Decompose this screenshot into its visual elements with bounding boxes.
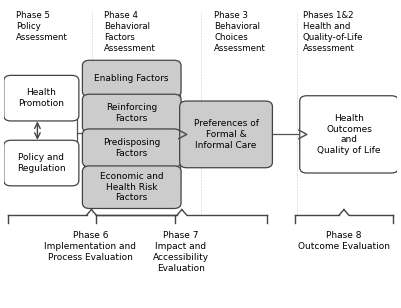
Text: Health
Promotion: Health Promotion (18, 88, 64, 108)
Text: Economic and
Health Risk
Factors: Economic and Health Risk Factors (100, 172, 164, 202)
FancyBboxPatch shape (83, 129, 181, 167)
Text: Phase 4
Behavioral
Factors
Assessment: Phase 4 Behavioral Factors Assessment (104, 10, 156, 53)
Text: Phase 8
Outcome Evaluation: Phase 8 Outcome Evaluation (298, 231, 390, 251)
FancyBboxPatch shape (4, 140, 79, 186)
FancyBboxPatch shape (83, 94, 181, 132)
Text: Predisposing
Factors: Predisposing Factors (103, 138, 160, 158)
Text: Health
Outcomes
and
Quality of Life: Health Outcomes and Quality of Life (317, 114, 381, 155)
Text: Phase 5
Policy
Assessment: Phase 5 Policy Assessment (16, 10, 68, 42)
Text: Phase 3
Behavioral
Choices
Assessment: Phase 3 Behavioral Choices Assessment (214, 10, 266, 53)
Text: Preferences of
Formal &
Informal Care: Preferences of Formal & Informal Care (194, 119, 259, 150)
Text: Phase 6
Implementation and
Process Evaluation: Phase 6 Implementation and Process Evalu… (45, 231, 136, 262)
Text: Phase 7
Impact and
Accessibility
Evaluation: Phase 7 Impact and Accessibility Evaluat… (153, 231, 209, 273)
FancyBboxPatch shape (4, 75, 79, 121)
Text: Reinforcing
Factors: Reinforcing Factors (106, 103, 157, 123)
Text: Phases 1&2
Health and
Quality-of-Life
Assessment: Phases 1&2 Health and Quality-of-Life As… (303, 10, 363, 53)
Text: Policy and
Regulation: Policy and Regulation (17, 153, 66, 173)
FancyBboxPatch shape (300, 96, 398, 173)
FancyBboxPatch shape (83, 60, 181, 97)
FancyBboxPatch shape (180, 101, 272, 168)
Text: Enabling Factors: Enabling Factors (95, 74, 169, 83)
FancyBboxPatch shape (83, 166, 181, 209)
